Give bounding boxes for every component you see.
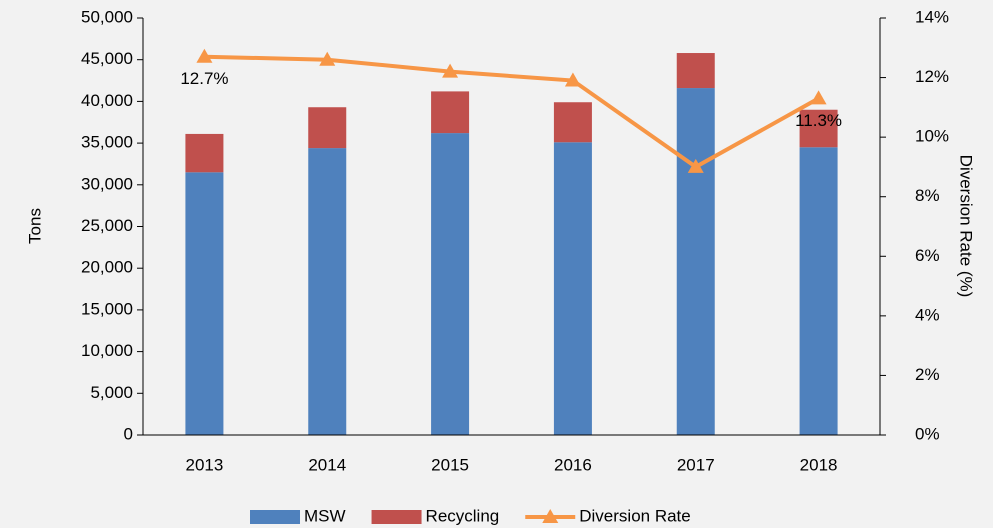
bar <box>431 91 470 134</box>
y-tick-label: 10,000 <box>81 341 133 360</box>
line-marker <box>319 51 336 66</box>
y-tick-label: 0 <box>124 424 133 443</box>
line-marker <box>810 90 827 105</box>
bar <box>308 148 347 435</box>
y2-tick-label: 10% <box>915 127 949 146</box>
bar <box>185 133 224 173</box>
line-marker <box>196 48 213 63</box>
y2-tick-label: 4% <box>915 305 940 324</box>
x-tick-label: 2016 <box>554 455 592 474</box>
y-tick-label: 25,000 <box>81 216 133 235</box>
y-tick-label: 15,000 <box>81 299 133 318</box>
x-tick-label: 2018 <box>800 455 838 474</box>
y-tick-label: 20,000 <box>81 258 133 277</box>
bar <box>799 109 838 148</box>
legend-label: Recycling <box>426 506 500 525</box>
line <box>204 54 820 170</box>
y2-tick-label: 0% <box>915 424 940 443</box>
y-tick-label: 35,000 <box>81 133 133 152</box>
x-tick-label: 2015 <box>431 455 469 474</box>
legend-swatch <box>371 510 422 524</box>
y-axis-label: Tons <box>25 208 44 244</box>
bar <box>553 142 592 436</box>
y-tick-label: 40,000 <box>81 91 133 110</box>
legend-label: Diversion Rate <box>579 506 691 525</box>
bar <box>431 133 470 436</box>
line-marker <box>442 63 459 78</box>
y-tick-label: 50,000 <box>81 7 133 26</box>
x-tick-label: 2017 <box>677 455 715 474</box>
x-tick-label: 2013 <box>186 455 224 474</box>
y-tick-label: 5,000 <box>90 383 133 402</box>
y2-axis-label: Diversion Rate (%) <box>957 155 976 298</box>
legend-label: MSW <box>304 506 346 525</box>
bar <box>676 53 715 89</box>
legend-swatch <box>250 510 300 524</box>
bar <box>676 88 715 435</box>
bar <box>185 172 224 436</box>
bar <box>553 102 592 143</box>
y2-tick-label: 14% <box>915 7 949 26</box>
y2-tick-label: 6% <box>915 246 940 265</box>
data-label: 11.3% <box>795 111 842 130</box>
line-marker <box>564 72 581 87</box>
y2-tick-label: 2% <box>915 365 940 384</box>
y-tick-label: 30,000 <box>81 174 133 193</box>
y2-tick-label: 12% <box>915 67 949 86</box>
y2-tick-label: 8% <box>915 186 940 205</box>
data-label: 12.7% <box>180 69 228 88</box>
line-marker <box>687 158 704 173</box>
bar <box>308 107 347 149</box>
y-tick-label: 45,000 <box>81 49 133 68</box>
bar <box>799 147 838 435</box>
legend-marker <box>542 509 559 523</box>
x-tick-label: 2014 <box>308 455 346 474</box>
